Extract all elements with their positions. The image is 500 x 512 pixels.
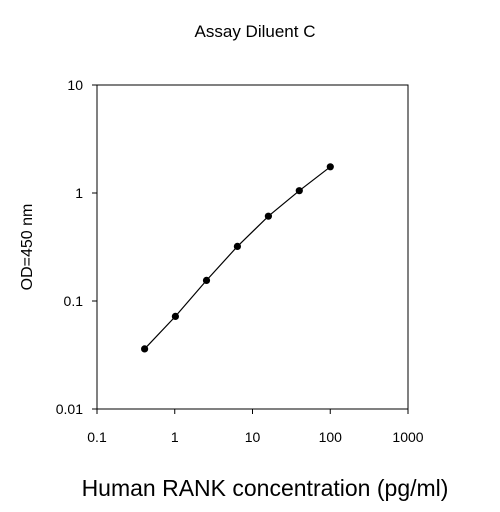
data-point: [326, 163, 334, 171]
data-point: [264, 212, 272, 220]
x-axis: 0.1 1 10 100 1000: [87, 409, 424, 445]
y-tick-label: 1: [75, 185, 83, 201]
y-tick-label: 0.1: [64, 293, 84, 309]
y-axis-label: OD=450 nm: [19, 204, 36, 291]
x-tick-label: 1: [171, 429, 179, 445]
data-point: [295, 187, 303, 195]
data-point: [233, 242, 241, 250]
chart-title: Assay Diluent C: [195, 22, 316, 41]
data-point: [141, 345, 149, 353]
plot-frame: [96, 84, 409, 410]
data-point: [171, 312, 179, 320]
y-tick-label: 10: [67, 77, 83, 93]
x-tick-label: 10: [245, 429, 261, 445]
x-tick-label: 100: [319, 429, 343, 445]
x-tick-label: 0.1: [87, 429, 107, 445]
y-tick-label: 0.01: [56, 401, 83, 417]
data-series: [141, 163, 334, 353]
x-tick-label: 1000: [392, 429, 423, 445]
data-point: [202, 276, 211, 284]
y-axis: 0.01 0.1 1 10: [56, 77, 97, 417]
series-line: [144, 166, 331, 350]
x-axis-label: Human RANK concentration (pg/ml): [82, 475, 449, 501]
